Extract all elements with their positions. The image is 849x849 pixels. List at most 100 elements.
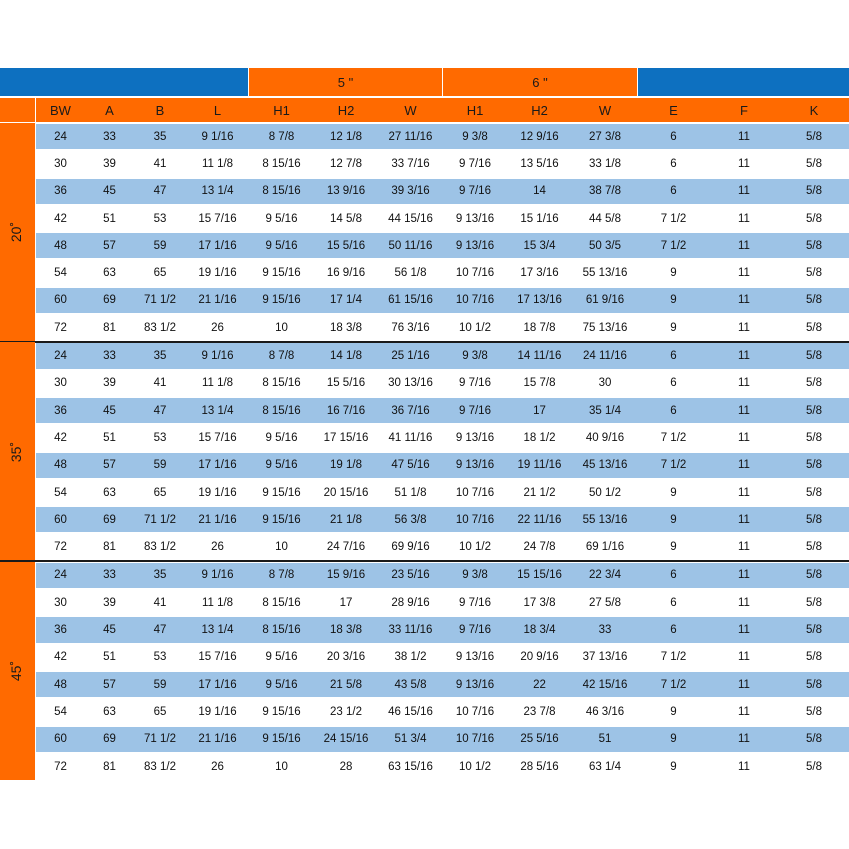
table-cell: 5/8 xyxy=(779,507,849,533)
table-cell: 30 xyxy=(598,377,612,390)
table-cell: 24 7/16 xyxy=(326,541,366,554)
table-cell: 5/8 xyxy=(806,486,822,499)
table-cell: 5/8 xyxy=(806,651,822,664)
table-cell: 45 13/16 xyxy=(572,452,638,478)
table-cell: 33 11/16 xyxy=(378,617,443,643)
table-cell: 37 13/16 xyxy=(582,651,628,664)
table-cell: 22 11/16 xyxy=(507,507,572,533)
table-cell: 16 7/16 xyxy=(314,398,378,424)
table-cell: 10 7/16 xyxy=(455,705,495,718)
table-cell: 15 9/16 xyxy=(314,562,378,589)
table-cell: 5/8 xyxy=(779,672,849,698)
table-cell: 18 3/8 xyxy=(314,617,378,643)
table-cell: 15 5/16 xyxy=(314,233,378,259)
table-cell: 23 5/16 xyxy=(378,562,443,589)
column-header: B xyxy=(134,98,186,122)
table-cell: 5/8 xyxy=(806,431,822,444)
table-cell: 7 1/2 xyxy=(660,431,687,444)
table-cell: 10 xyxy=(275,541,288,554)
table-cell: 17 15/16 xyxy=(323,431,369,444)
table-cell: 55 13/16 xyxy=(572,507,638,533)
table-cell: 14 1/8 xyxy=(314,343,378,369)
table-cell: 76 3/16 xyxy=(391,321,430,334)
table-cell: 53 xyxy=(153,651,167,664)
table-cell: 10 7/16 xyxy=(455,267,495,280)
table-cell: 9 7/16 xyxy=(459,596,491,609)
table-cell: 28 9/16 xyxy=(391,596,430,609)
table-cell: 11 xyxy=(709,124,779,150)
table-cell: 10 7/16 xyxy=(455,486,495,499)
table-cell: 33 xyxy=(85,343,134,369)
table-cell: 23 7/8 xyxy=(523,705,556,718)
column-header: BW xyxy=(36,98,85,122)
table-cell: 11 1/8 xyxy=(201,377,234,390)
column-header: H2 xyxy=(314,98,378,122)
table-cell: 35 xyxy=(134,343,186,369)
table-cell: 9 7/16 xyxy=(459,377,491,390)
table-cell: 75 13/16 xyxy=(582,321,628,334)
table-cell: 53 xyxy=(153,212,167,225)
table-cell: 22 xyxy=(507,672,572,698)
table-cell: 47 5/16 xyxy=(378,452,443,478)
table-cell: 51 3/4 xyxy=(378,726,443,752)
table-cell: 38 7/8 xyxy=(572,178,638,204)
table-cell: 24 7/8 xyxy=(523,541,556,554)
table-cell: 9 15/16 xyxy=(249,507,314,533)
table-cell: 18 7/8 xyxy=(523,321,556,334)
table-cell: 21 1/16 xyxy=(186,507,249,533)
table-cell: 59 xyxy=(134,233,186,259)
table-cell: 9 1/16 xyxy=(186,562,249,589)
group-header: 6 " xyxy=(443,68,637,96)
table-cell: 61 9/16 xyxy=(572,287,638,314)
table-cell: 11 xyxy=(738,651,750,664)
table-cell: 17 1/4 xyxy=(314,287,378,314)
table-cell: 65 xyxy=(153,267,167,280)
table-cell: 9 xyxy=(638,287,709,314)
column-header: E xyxy=(638,98,709,122)
table-cell: 8 7/8 xyxy=(249,343,314,369)
table-cell: 81 xyxy=(103,760,116,773)
table-cell: 72 xyxy=(54,541,67,554)
table-cell: 60 xyxy=(36,287,85,314)
table-cell: 17 xyxy=(339,596,353,609)
table-cell: 9 3/8 xyxy=(443,343,507,369)
table-cell: 9 13/16 xyxy=(443,452,507,478)
corner-cell xyxy=(0,98,35,122)
table-cell: 81 xyxy=(103,321,116,334)
table-cell: 30 xyxy=(54,157,67,170)
table-cell: 11 xyxy=(709,507,779,533)
table-cell: 9 7/16 xyxy=(443,617,507,643)
table-cell: 54 xyxy=(54,486,67,499)
table-cell: 5/8 xyxy=(779,233,849,259)
table-cell: 42 15/16 xyxy=(572,672,638,698)
table-cell: 7 1/2 xyxy=(638,672,709,698)
table-cell: 45 xyxy=(85,617,134,643)
table-cell: 5/8 xyxy=(806,760,822,773)
table-cell: 10 7/16 xyxy=(443,507,507,533)
table-cell: 55 13/16 xyxy=(582,267,628,280)
table-cell: 24 xyxy=(36,562,85,589)
table-cell: 9 xyxy=(670,760,677,773)
angle-label: 20˚ xyxy=(8,222,25,243)
table-cell: 11 xyxy=(738,157,750,170)
table-cell: 18 1/2 xyxy=(523,431,556,444)
table-cell: 39 xyxy=(103,157,116,170)
table-cell: 7 1/2 xyxy=(660,212,687,225)
table-cell: 15 15/16 xyxy=(507,562,572,589)
group-header xyxy=(0,68,248,96)
table-cell: 15 1/16 xyxy=(520,212,559,225)
table-cell: 9 7/16 xyxy=(443,398,507,424)
table-cell: 30 13/16 xyxy=(388,377,433,390)
table-cell: 10 1/2 xyxy=(459,541,491,554)
table-cell: 20 9/16 xyxy=(520,651,559,664)
table-cell: 18 3/4 xyxy=(507,617,572,643)
table-cell: 9 xyxy=(670,321,677,334)
table-cell: 36 xyxy=(36,617,85,643)
column-header: W xyxy=(378,98,443,122)
table-cell: 10 7/16 xyxy=(443,726,507,752)
table-cell: 11 xyxy=(709,398,779,424)
table-cell: 20 3/16 xyxy=(326,651,366,664)
column-header: L xyxy=(186,98,249,122)
table-cell: 9 13/16 xyxy=(455,212,495,225)
table-cell: 21 5/8 xyxy=(314,672,378,698)
